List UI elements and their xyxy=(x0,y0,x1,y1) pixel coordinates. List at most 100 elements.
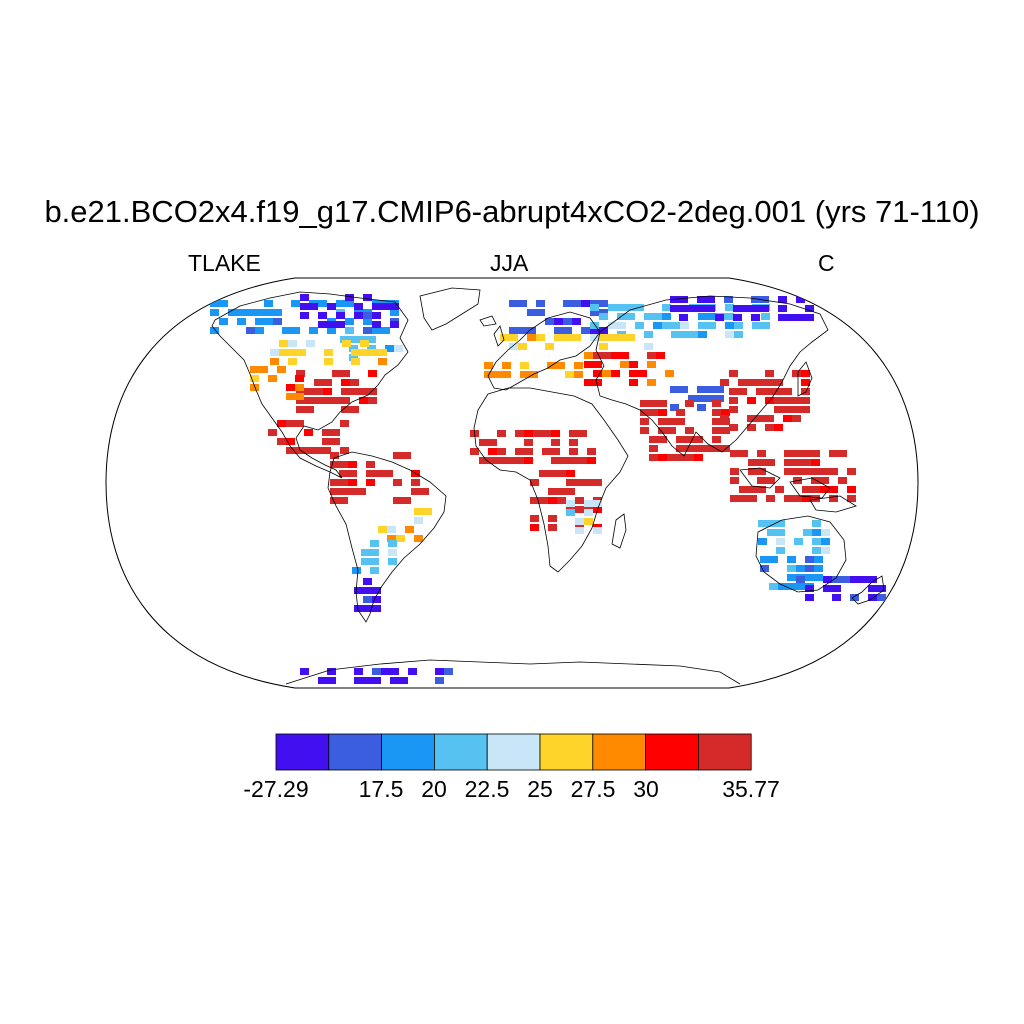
lake-cell xyxy=(435,668,444,676)
lake-cell xyxy=(297,349,306,357)
lake-cell xyxy=(774,424,783,432)
lake-cell xyxy=(322,447,331,455)
lake-cell xyxy=(658,400,667,408)
lake-cell xyxy=(279,349,288,357)
lake-cell xyxy=(314,397,323,405)
lake-cell xyxy=(530,497,539,505)
lake-cell xyxy=(751,296,760,304)
lake-cell xyxy=(757,450,766,458)
lake-cell xyxy=(500,334,509,342)
lake-cell xyxy=(542,448,551,456)
lake-cell xyxy=(821,529,830,537)
coastline-madagascar xyxy=(611,513,627,549)
lake-cell xyxy=(581,327,590,335)
lake-cell xyxy=(679,296,688,304)
lake-cell xyxy=(279,340,288,348)
lake-cell xyxy=(694,445,703,453)
lake-cell xyxy=(363,318,372,326)
lake-cell xyxy=(599,300,608,308)
lake-cell xyxy=(524,439,533,447)
lake-cell xyxy=(784,450,793,458)
lake-cell xyxy=(563,327,572,335)
lake-cell xyxy=(707,322,716,330)
lake-cell xyxy=(300,668,309,676)
lake-cell xyxy=(697,296,706,304)
lake-cell xyxy=(488,457,497,465)
lake-cell xyxy=(575,479,584,487)
lake-cell xyxy=(368,388,377,396)
lake-cell xyxy=(548,497,557,505)
lake-cell xyxy=(408,668,417,676)
lake-cell xyxy=(327,327,336,335)
coastline-new-zealand xyxy=(851,575,885,605)
lake-cell xyxy=(748,459,757,467)
lake-cell xyxy=(587,457,596,465)
lake-cell xyxy=(387,526,396,534)
lake-cell xyxy=(760,565,769,573)
lake-cell xyxy=(706,395,715,403)
lake-cell xyxy=(246,327,255,335)
lake-cell xyxy=(658,409,667,417)
lake-cell xyxy=(296,406,305,414)
lake-cell xyxy=(599,309,608,317)
lake-cell xyxy=(715,386,724,394)
lake-cell xyxy=(581,300,590,308)
lake-cell xyxy=(341,388,350,396)
lake-cell xyxy=(787,583,796,591)
lake-cell xyxy=(751,314,760,322)
lake-cell xyxy=(497,430,506,438)
lake-cell xyxy=(554,327,563,335)
lake-cell xyxy=(554,334,563,342)
lake-cell xyxy=(829,468,838,476)
lake-cell xyxy=(569,430,578,438)
colorbar-swatch xyxy=(592,733,646,771)
lake-cell xyxy=(314,379,323,387)
lake-cell xyxy=(388,558,397,566)
lake-cell xyxy=(339,461,348,469)
lake-cell xyxy=(518,343,527,351)
lake-cell xyxy=(774,388,783,396)
lake-cell xyxy=(757,486,766,494)
lake-cell xyxy=(694,436,703,444)
lake-cell xyxy=(288,340,297,348)
lake-cell xyxy=(354,668,363,676)
lake-cell xyxy=(390,309,399,317)
lake-cell xyxy=(814,565,823,573)
lake-cell xyxy=(390,321,399,329)
lake-cell xyxy=(219,318,228,326)
lake-cell xyxy=(765,370,774,378)
lake-cell xyxy=(273,309,282,317)
lake-cell xyxy=(288,349,297,357)
lake-cell xyxy=(697,404,706,412)
lake-cell xyxy=(590,322,599,330)
lake-cell xyxy=(644,313,653,321)
lake-cell xyxy=(524,448,533,456)
lake-cell xyxy=(548,470,557,478)
lake-cell xyxy=(277,420,286,428)
lake-cell xyxy=(712,409,721,417)
lake-cell xyxy=(676,436,685,444)
lake-cell xyxy=(689,331,698,339)
lake-cell xyxy=(715,314,724,322)
lake-cell xyxy=(354,587,363,595)
lake-cell xyxy=(578,430,587,438)
lake-cell xyxy=(524,457,533,465)
lake-cell xyxy=(626,334,635,342)
lake-cell xyxy=(393,497,402,505)
lake-cell xyxy=(667,427,676,435)
lake-cell xyxy=(237,309,246,317)
lake-cell xyxy=(345,327,354,335)
lake-cell xyxy=(720,415,729,423)
lake-cell xyxy=(685,436,694,444)
lake-cell xyxy=(590,309,599,317)
lake-cell xyxy=(327,677,336,685)
lake-cell xyxy=(340,336,349,344)
lake-cell xyxy=(530,479,539,487)
lake-cell xyxy=(270,358,279,366)
lake-cell xyxy=(348,488,357,496)
lake-cell xyxy=(685,454,694,462)
lake-cell xyxy=(703,445,712,453)
lake-cell xyxy=(264,318,273,326)
lake-cell xyxy=(801,388,810,396)
lake-cell xyxy=(608,322,617,330)
